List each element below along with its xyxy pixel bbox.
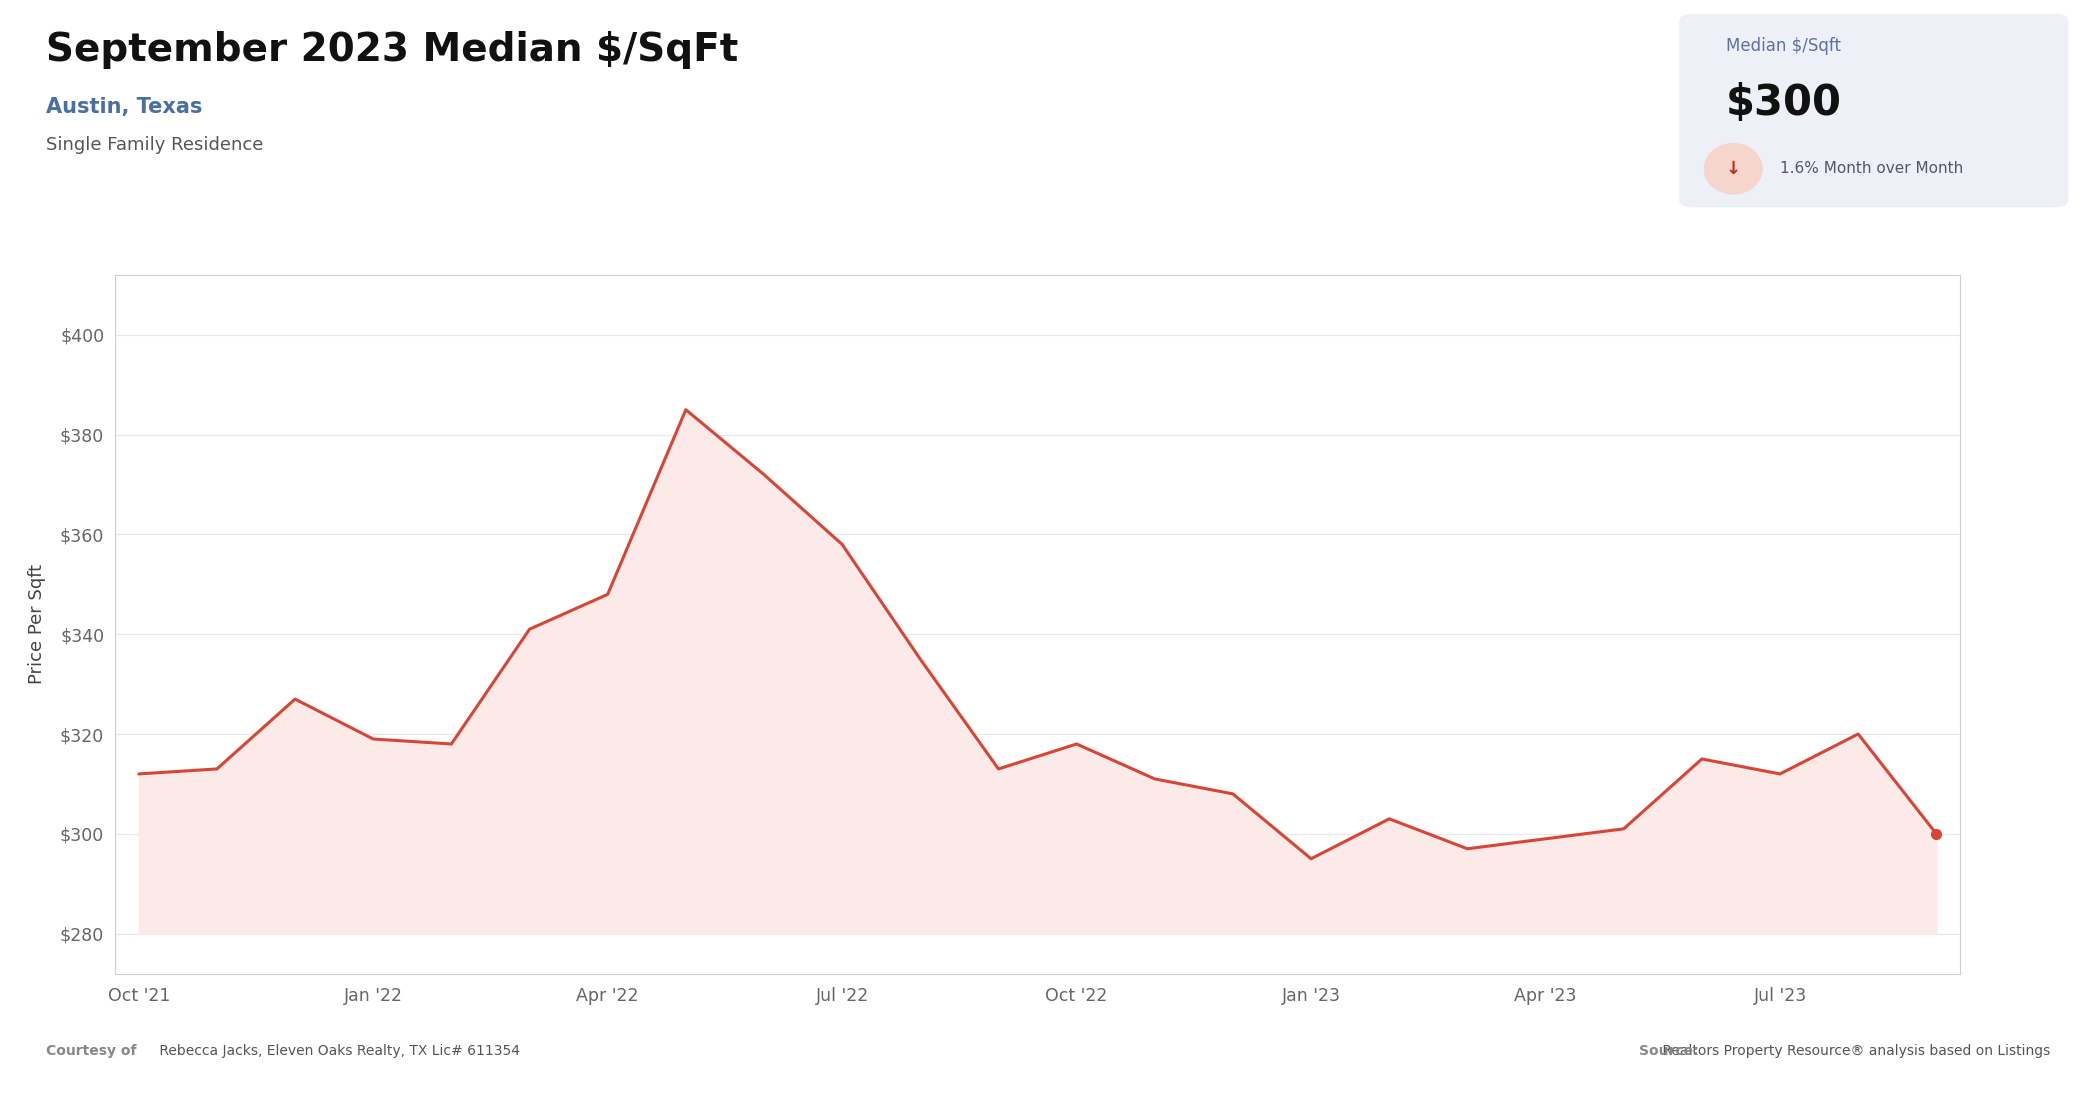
- Text: Austin, Texas: Austin, Texas: [46, 97, 203, 117]
- Text: Courtesy of: Courtesy of: [46, 1044, 136, 1058]
- Text: $300: $300: [1725, 81, 1842, 124]
- Ellipse shape: [1704, 144, 1763, 194]
- Text: ↓: ↓: [1725, 160, 1742, 178]
- Text: Rebecca Jacks, Eleven Oaks Realty, TX Lic# 611354: Rebecca Jacks, Eleven Oaks Realty, TX Li…: [155, 1044, 520, 1058]
- Text: September 2023 Median $/SqFt: September 2023 Median $/SqFt: [46, 31, 738, 69]
- Text: Source:: Source:: [1639, 1044, 1698, 1058]
- Text: Median $/Sqft: Median $/Sqft: [1725, 37, 1840, 55]
- Text: 1.6% Month over Month: 1.6% Month over Month: [1780, 162, 1964, 176]
- Text: Single Family Residence: Single Family Residence: [46, 136, 264, 154]
- Y-axis label: Price Per Sqft: Price Per Sqft: [27, 564, 46, 684]
- Text: Realtors Property Resource® analysis based on Listings: Realtors Property Resource® analysis bas…: [1658, 1044, 2050, 1058]
- FancyBboxPatch shape: [1679, 13, 2069, 208]
